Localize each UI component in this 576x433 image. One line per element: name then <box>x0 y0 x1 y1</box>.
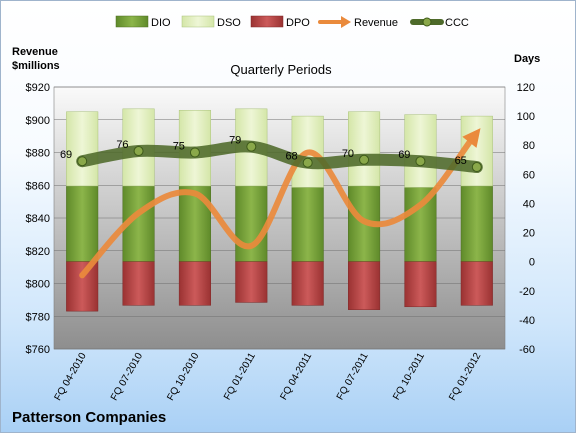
legend-label-dso: DSO <box>217 17 241 29</box>
chart-title: Quarterly Periods <box>230 62 332 77</box>
bar-dio <box>404 187 437 262</box>
category-tick-label: FQ 04-2010 <box>53 351 89 403</box>
ccc-data-label: 68 <box>285 151 297 163</box>
left-tick-label: $820 <box>26 246 50 258</box>
bar-dpo <box>291 261 324 306</box>
right-axis-title: Days <box>514 53 540 65</box>
category-tick-label: FQ 07-2011 <box>335 351 371 402</box>
left-axis-title-line1: Revenue <box>12 46 58 58</box>
ccc-marker <box>302 157 313 168</box>
ccc-marker <box>77 156 88 167</box>
bar-dso <box>404 114 437 188</box>
legend-item-dio: DIO <box>115 15 171 29</box>
category-tick-label: FQ 01-2012 <box>447 351 483 403</box>
right-tick-label: 0 <box>529 257 535 269</box>
bar-dpo <box>122 261 155 306</box>
legend-item-ccc: CCC <box>410 17 469 29</box>
bar-dio <box>235 185 268 262</box>
bar-dio <box>66 185 99 262</box>
left-tick-label: $880 <box>26 148 50 160</box>
legend-label-ccc: CCC <box>445 17 469 29</box>
legend-label-revenue: Revenue <box>354 17 398 29</box>
legend-item-dso: DSO <box>181 15 241 29</box>
bar-dso <box>348 111 381 187</box>
left-tick-label: $800 <box>26 279 50 291</box>
right-tick-label: -60 <box>519 344 535 356</box>
ccc-data-label: 65 <box>455 155 467 167</box>
bar-dpo <box>66 261 99 312</box>
ccc-marker <box>189 147 200 158</box>
right-tick-label: 20 <box>523 228 535 240</box>
ccc-data-label: 69 <box>398 149 410 161</box>
category-tick-label: FQ 10-2010 <box>165 351 201 403</box>
legend-label-dio: DIO <box>151 17 171 29</box>
right-axis-ticks: -60 -40 -20 0 20 40 60 80 100 120 <box>517 82 535 356</box>
ccc-marker <box>359 154 370 165</box>
revenue-arrowhead <box>462 128 481 148</box>
bar-dio <box>291 187 324 262</box>
bar-dio <box>460 185 493 262</box>
company-name: Patterson Companies <box>12 409 166 426</box>
left-tick-label: $840 <box>26 213 50 225</box>
right-tick-label: 60 <box>523 169 535 181</box>
left-tick-label: $860 <box>26 180 50 192</box>
left-tick-label: $900 <box>26 115 50 127</box>
left-axis-ticks: $760 $780 $800 $820 $840 $860 $880 $900 $920 <box>26 82 50 356</box>
right-tick-label: 100 <box>517 111 535 123</box>
right-tick-label: 120 <box>517 82 535 94</box>
category-tick-label: FQ 10-2011 <box>391 351 427 402</box>
bar-dpo <box>235 261 268 303</box>
revenue-line <box>79 128 481 279</box>
legend-item-revenue: Revenue <box>318 16 398 29</box>
ccc-marker <box>415 156 426 167</box>
bar-dpo <box>348 261 381 310</box>
bar-dpo <box>404 261 437 308</box>
left-tick-label: $760 <box>26 344 50 356</box>
right-tick-label: 40 <box>523 198 535 210</box>
legend-item-dpo: DPO <box>250 15 310 29</box>
legend: DIO DSO DPO Revenue CCC <box>115 15 469 29</box>
ccc-marker <box>133 146 144 157</box>
category-tick-label: FQ 01-2011 <box>222 351 258 402</box>
bar-dpo <box>178 261 211 306</box>
ccc-marker <box>471 162 482 173</box>
right-tick-label: -40 <box>519 315 535 327</box>
ccc-data-label: 69 <box>60 149 72 161</box>
left-tick-label: $780 <box>26 311 50 323</box>
right-tick-label: -20 <box>519 286 535 298</box>
ccc-data-label: 76 <box>116 139 128 151</box>
bar-dpo <box>460 261 493 306</box>
bar-dso <box>66 111 99 187</box>
ccc-line: 69 76 75 79 68 70 69 65 <box>60 135 483 174</box>
ccc-data-label: 75 <box>173 141 185 153</box>
legend-label-dpo: DPO <box>286 17 310 29</box>
bars <box>66 108 493 312</box>
left-tick-label: $920 <box>26 82 50 94</box>
category-ticks: FQ 04-2010 FQ 07-2010 FQ 10-2010 FQ 01-2011… <box>53 351 484 403</box>
ccc-data-label: 79 <box>229 135 241 147</box>
ccc-marker <box>246 141 257 152</box>
ccc-data-label: 70 <box>342 148 354 160</box>
revenue-path <box>79 137 474 279</box>
right-tick-label: 80 <box>523 140 535 152</box>
left-axis-title-line2: $millions <box>12 60 60 72</box>
category-tick-label: FQ 07-2010 <box>109 351 145 403</box>
category-tick-label: FQ 04-2011 <box>278 351 314 402</box>
